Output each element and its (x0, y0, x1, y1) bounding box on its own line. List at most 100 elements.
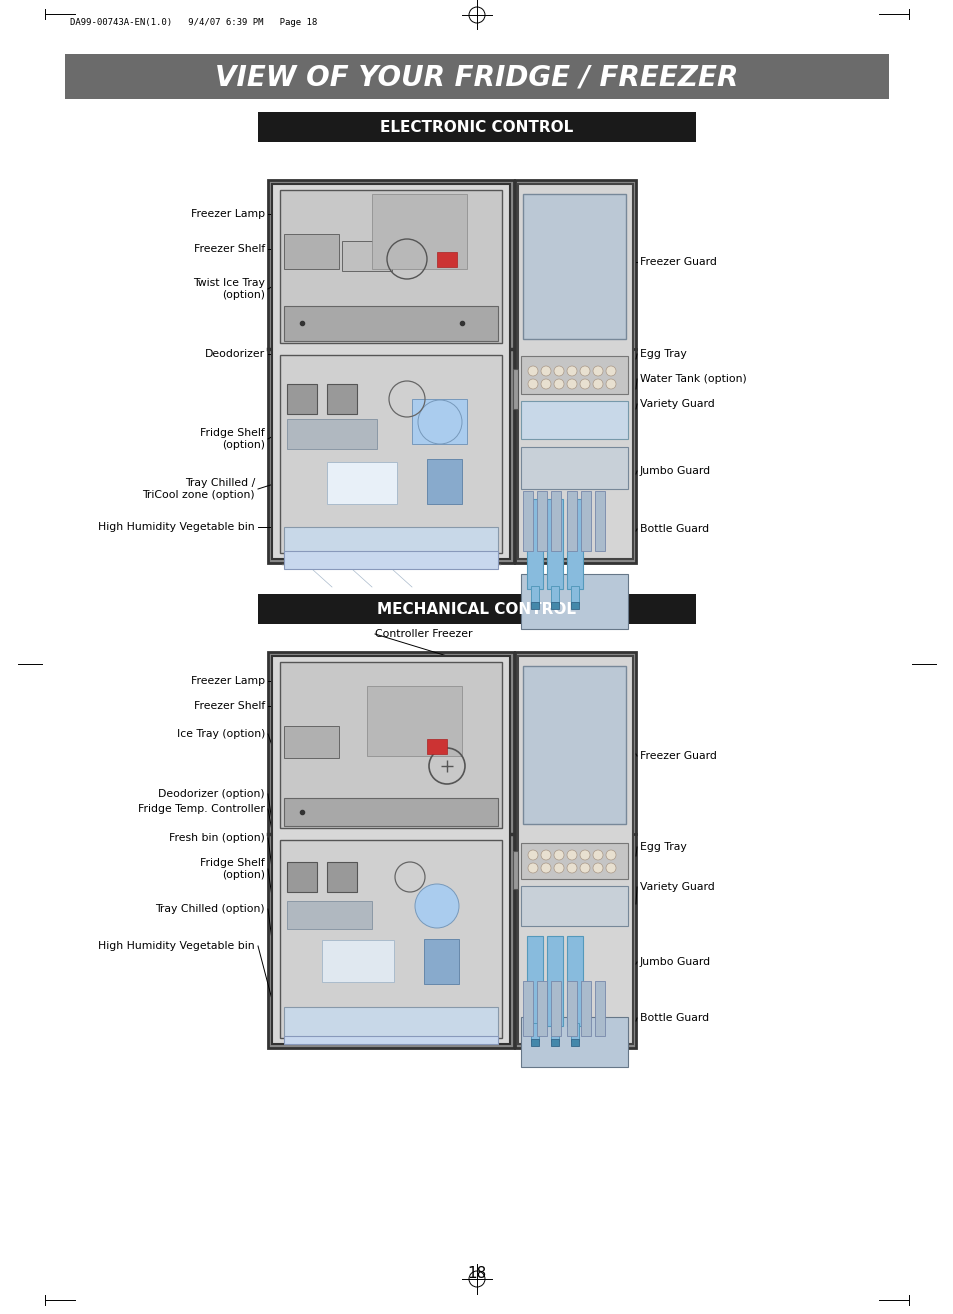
Bar (280, 840, 501, 1038)
Bar (571, 602, 578, 608)
Bar (257, 594, 696, 624)
Text: Jumbo Guard: Jumbo Guard (639, 957, 710, 967)
Bar (531, 586, 538, 604)
Circle shape (527, 863, 537, 872)
Bar (513, 369, 517, 409)
Bar (520, 401, 627, 439)
Text: Egg Tray: Egg Tray (639, 350, 686, 359)
Text: Egg Tray: Egg Tray (639, 842, 686, 851)
Circle shape (540, 378, 551, 389)
Circle shape (540, 850, 551, 859)
Bar (520, 574, 627, 629)
Text: Bottle Guard: Bottle Guard (639, 524, 708, 533)
Bar (551, 982, 560, 1035)
Circle shape (579, 863, 589, 872)
Bar (436, 252, 456, 267)
Text: Twist Ice Tray
(option): Twist Ice Tray (option) (193, 279, 265, 300)
Bar (522, 982, 533, 1035)
Bar (284, 527, 497, 558)
Bar (268, 180, 514, 562)
Bar (367, 686, 461, 756)
Text: Fridge Shelf
(option): Fridge Shelf (option) (200, 428, 265, 449)
Bar (515, 180, 636, 562)
Bar (520, 886, 627, 926)
Bar (287, 384, 316, 414)
Bar (526, 499, 542, 589)
Text: Bottle Guard: Bottle Guard (639, 1013, 708, 1024)
Bar (531, 1039, 538, 1046)
Circle shape (554, 863, 563, 872)
Bar (280, 662, 501, 828)
Circle shape (579, 367, 589, 376)
Bar (571, 1024, 578, 1041)
Text: Controller Freezer: Controller Freezer (375, 629, 472, 639)
Circle shape (593, 378, 602, 389)
Text: Fresh bin (option): Fresh bin (option) (169, 833, 265, 844)
Text: High Humidity Vegetable bin: High Humidity Vegetable bin (98, 522, 254, 532)
Bar (412, 399, 467, 444)
Bar (520, 1017, 627, 1067)
Text: Fridge Shelf
(option): Fridge Shelf (option) (200, 858, 265, 880)
Bar (272, 656, 510, 1045)
Circle shape (605, 378, 616, 389)
Text: Freezer Guard: Freezer Guard (639, 258, 716, 267)
Circle shape (554, 367, 563, 376)
Bar (284, 1007, 497, 1039)
Circle shape (527, 850, 537, 859)
Bar (284, 234, 338, 269)
Text: Water Tank (option): Water Tank (option) (639, 374, 746, 384)
Text: ELECTRONIC CONTROL: ELECTRONIC CONTROL (380, 120, 573, 134)
Circle shape (566, 863, 577, 872)
Bar (427, 738, 447, 754)
Bar (322, 940, 394, 982)
Bar (341, 240, 392, 271)
Bar (537, 982, 546, 1035)
Bar (515, 652, 636, 1049)
Bar (551, 602, 558, 608)
Bar (423, 940, 458, 984)
Text: Tray Chilled /
TriCool zone (option): Tray Chilled / TriCool zone (option) (142, 478, 254, 499)
Bar (566, 499, 582, 589)
Text: Deodorizer: Deodorizer (205, 350, 265, 359)
Circle shape (566, 378, 577, 389)
Bar (372, 194, 467, 269)
Circle shape (579, 378, 589, 389)
Bar (537, 491, 546, 551)
Bar (566, 936, 582, 1026)
Bar (571, 586, 578, 604)
Bar (513, 851, 517, 890)
Bar (526, 936, 542, 1026)
Circle shape (605, 850, 616, 859)
Text: MECHANICAL CONTROL: MECHANICAL CONTROL (377, 602, 576, 616)
Bar (580, 491, 590, 551)
Bar (595, 491, 604, 551)
Bar (566, 491, 577, 551)
Text: DA99-00743A-EN(1.0)   9/4/07 6:39 PM   Page 18: DA99-00743A-EN(1.0) 9/4/07 6:39 PM Page … (70, 18, 317, 28)
Bar (566, 982, 577, 1035)
Bar (272, 184, 510, 558)
Bar (287, 862, 316, 892)
Bar (257, 112, 696, 142)
Bar (551, 491, 560, 551)
Bar (287, 901, 372, 929)
Bar (522, 194, 625, 339)
Circle shape (540, 863, 551, 872)
Bar (327, 862, 356, 892)
Text: Jumbo Guard: Jumbo Guard (639, 466, 710, 476)
Bar (551, 1039, 558, 1046)
Circle shape (593, 863, 602, 872)
Text: 18: 18 (467, 1267, 486, 1281)
Circle shape (566, 367, 577, 376)
Bar (517, 656, 633, 1045)
Circle shape (527, 378, 537, 389)
Bar (551, 1024, 558, 1041)
Circle shape (566, 850, 577, 859)
Circle shape (605, 367, 616, 376)
Bar (546, 499, 562, 589)
Bar (580, 982, 590, 1035)
Text: Freezer Shelf: Freezer Shelf (193, 244, 265, 254)
Circle shape (527, 367, 537, 376)
Bar (531, 602, 538, 608)
Bar (520, 447, 627, 489)
Circle shape (605, 863, 616, 872)
